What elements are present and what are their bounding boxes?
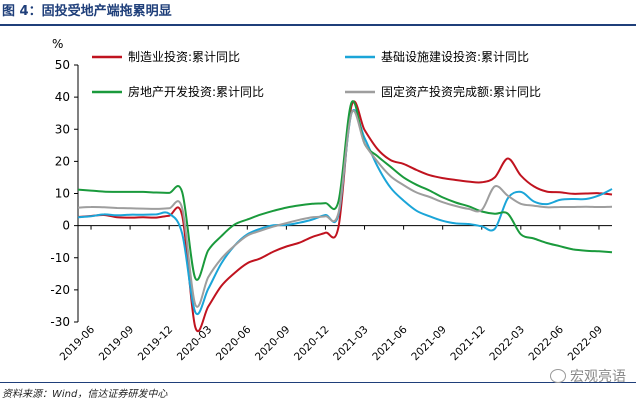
watermark: 宏观亮语 [550,366,626,386]
x-tick-label: 2020-03 [175,324,215,364]
legend-label-3: 房地产开发投资:累计同比 [128,84,264,99]
source-note: 资料来源：Wind，信达证券研发中心 [2,389,168,400]
series-line-3 [77,100,613,281]
y-axis-unit: % [52,37,63,51]
y-tick-label: 10 [55,187,70,201]
x-tick-label: 2022-06 [527,323,567,363]
x-tick-label: 2021-09 [409,324,449,364]
x-tick-label: 2019-12 [136,324,176,364]
series-line-4 [77,109,613,308]
x-tick-label: 2020-06 [214,323,254,363]
y-tick-label: 50 [55,58,70,72]
x-tick-label: 2020-12 [292,324,332,364]
title-rule [0,24,636,26]
y-tick-label: 40 [55,90,70,104]
y-tick-label: -30 [50,315,70,329]
legend-label-4: 固定资产投资完成额:累计同比 [381,84,541,99]
x-tick-label: 2021-12 [448,324,488,364]
y-tick-label: -10 [50,251,70,265]
x-tick-label: 2021-06 [370,323,410,363]
wechat-icon [550,369,566,383]
x-tick-label: 2022-09 [566,324,606,364]
legend-label-2: 基础设施建设投资:累计同比 [381,49,529,64]
x-tick-label: 2019-06 [58,323,98,363]
source-rule [0,382,636,383]
x-tick-label: 2020-09 [253,324,293,364]
y-tick-label: 20 [55,154,70,168]
y-tick-label: 0 [62,219,70,233]
x-tick-label: 2022-03 [487,324,527,364]
y-tick-label: -20 [50,283,70,297]
figure-title: 图 4：固投受地产端拖累明显 [2,4,172,19]
legend-label-1: 制造业投资:累计同比 [128,49,240,64]
series-line-1 [77,100,613,333]
x-tick-label: 2021-03 [331,324,371,364]
y-tick-label: 30 [55,122,70,136]
watermark-text: 宏观亮语 [570,369,626,385]
x-tick-label: 2019-09 [97,324,137,364]
